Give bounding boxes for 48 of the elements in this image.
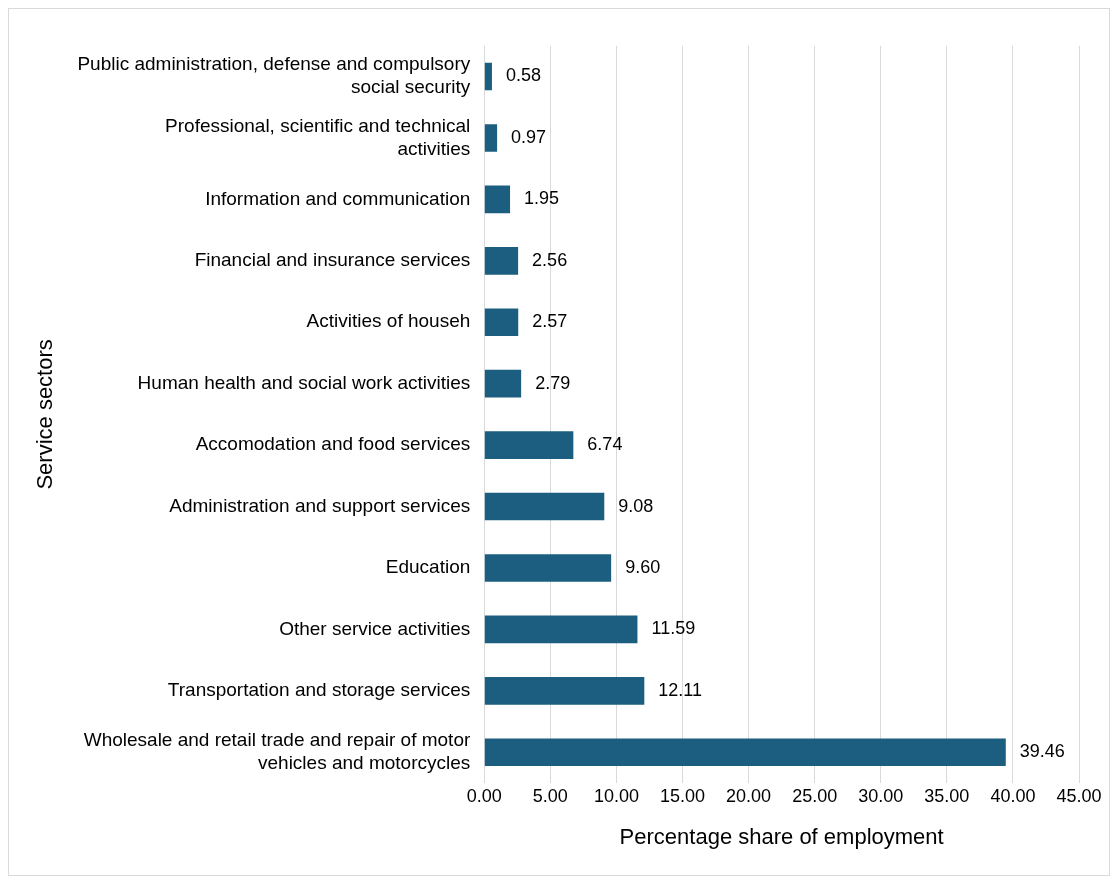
x-tick-label: 40.00	[990, 785, 1036, 806]
data-label: 1.95	[524, 188, 560, 209]
data-label: 2.56	[532, 249, 568, 270]
data-label: 9.08	[618, 495, 654, 516]
x-tick-label: 30.00	[858, 785, 904, 806]
bar	[484, 677, 645, 705]
y-tick-label: Activities of househ	[306, 310, 471, 332]
data-label: 0.58	[505, 65, 541, 86]
y-tick-label: Human health and social work activities	[137, 371, 471, 393]
data-label: 39.46	[1019, 741, 1065, 762]
y-tick-label: Education	[385, 556, 471, 578]
bar	[484, 124, 498, 152]
bar	[484, 246, 519, 275]
bar	[484, 615, 638, 644]
x-tick-label: 45.00	[1056, 785, 1102, 806]
y-tick-label: Transportation and storage services	[167, 679, 471, 701]
x-tick-label: 5.00	[532, 785, 568, 806]
x-tick-label: 15.00	[659, 785, 706, 806]
data-label: 0.97	[511, 126, 547, 147]
y-tick-label: Information and communication	[205, 187, 471, 209]
y-tick-label: Accomodation and food services	[195, 433, 471, 455]
data-label: 2.57	[532, 311, 568, 332]
bar	[484, 62, 492, 91]
bar	[484, 185, 511, 214]
x-tick-label: 0.00	[466, 785, 502, 806]
x-axis-title: Percentage share of employment	[619, 823, 944, 849]
y-tick-label: Administration and support services	[169, 494, 471, 516]
data-label: 12.11	[658, 679, 703, 700]
y-tick-label: Public administration, defense and compulsory social security	[77, 53, 471, 98]
x-tick-label: 20.00	[726, 785, 772, 806]
bar	[484, 431, 574, 459]
bar	[484, 738, 1006, 767]
y-tick-label: Wholesale and retail trade and repair of motor vehicles and motorcycles	[83, 729, 471, 773]
y-tick-label: Professional, scientific and technical activities	[165, 114, 471, 159]
y-axis-title: Service sectors	[32, 339, 58, 490]
bar	[484, 308, 519, 337]
x-tick-label: 25.00	[792, 785, 838, 806]
y-tick-label: Financial and insurance services	[194, 249, 471, 271]
y-tick-label: Other service activities	[279, 617, 471, 639]
data-label: 9.60	[625, 556, 661, 577]
x-tick-label: 35.00	[924, 785, 970, 806]
bar	[484, 554, 612, 582]
data-label: 2.79	[535, 372, 571, 393]
data-label: 11.59	[651, 618, 696, 639]
x-tick-label: 10.00	[593, 785, 639, 806]
bar	[484, 492, 605, 521]
bar	[484, 369, 522, 398]
data-label: 6.74	[587, 434, 623, 455]
